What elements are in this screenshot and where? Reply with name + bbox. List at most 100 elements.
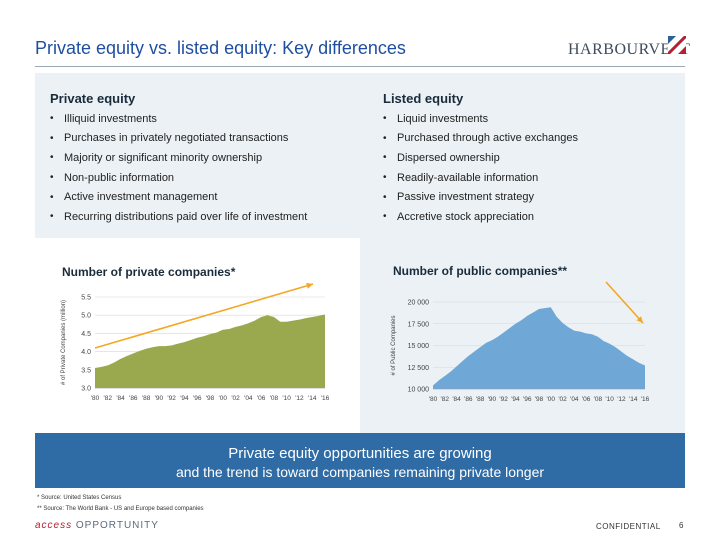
area-series <box>95 314 325 388</box>
bullet-icon: • <box>383 191 387 203</box>
list-item: • Non-public information <box>50 168 307 188</box>
x-tick-label: '14 <box>308 395 317 402</box>
y-tick-label: 5.0 <box>81 313 91 320</box>
harbourvest-logo: HARBOURVEST <box>568 36 691 62</box>
y-tick-label: 3.5 <box>81 367 91 374</box>
bullet-icon: • <box>50 191 54 203</box>
list-item: • Purchases in privately negotiated trans… <box>50 129 307 149</box>
y-axis-label: # of Public Companies <box>391 315 397 375</box>
bullet-icon: • <box>50 152 54 164</box>
x-tick-label: '94 <box>511 396 520 403</box>
private-companies-chart: 3.0 3.5 4.0 4.5 5.0 5.5 '80 '82'84 '86 '88 '90'92 '… <box>61 282 330 402</box>
x-tick-label: '82 <box>441 396 450 403</box>
x-tick-label: '16 <box>641 396 650 403</box>
x-tick-label: '80 <box>429 396 438 403</box>
public-chart-title: Number of public companies** <box>393 264 568 278</box>
list-item-text: Purchases in privately negotiated transa… <box>64 132 289 145</box>
list-item-text: Purchased through active exchanges <box>397 132 579 145</box>
tagline-access: access <box>35 520 73 531</box>
list-item: • Dispersed ownership <box>383 148 578 168</box>
list-item-text: Accretive stock appreciation <box>397 210 534 223</box>
bullet-icon: • <box>50 172 54 184</box>
list-item: • Purchased through active exchanges <box>383 129 578 149</box>
x-tick-label: '04 <box>570 396 579 403</box>
confidential-label: CONFIDENTIAL <box>596 522 661 531</box>
trend-arrow-line <box>94 283 314 349</box>
x-tick-label: '10 <box>282 395 291 402</box>
x-tick-label: '16 <box>321 395 330 402</box>
x-tick-label: '02 <box>558 396 567 403</box>
footnote-world-bank: ** Source: The World Bank - US and Europ… <box>37 506 204 512</box>
list-item-text: Active investment management <box>64 191 218 204</box>
page-number: 6 <box>679 521 684 530</box>
y-tick-label: 12 500 <box>408 365 430 372</box>
list-item: • Majority or significant minority owners… <box>50 148 307 168</box>
x-tick-label: '02 <box>231 395 240 402</box>
y-tick-label: 4.0 <box>81 349 91 356</box>
x-tick-label: '00 <box>219 395 228 402</box>
list-item: • Liquid investments <box>383 109 578 129</box>
listed-equity-heading: Listed equity <box>383 91 464 106</box>
x-tick-label: '08 <box>594 396 603 403</box>
x-tick-label: '12 <box>295 395 304 402</box>
bullet-icon: • <box>50 132 54 144</box>
bullet-icon: • <box>383 211 387 223</box>
y-tick-label: 10 000 <box>408 387 430 394</box>
x-tick-label: '80 <box>91 395 100 402</box>
x-tick-label: '90 <box>488 396 497 403</box>
x-tick-label: '06 <box>582 396 591 403</box>
x-tick-label: '04 <box>244 395 253 402</box>
list-item: • Passive investment strategy <box>383 187 578 207</box>
list-item: • Readily-available information <box>383 168 578 188</box>
x-tick-label: '88 <box>476 396 485 403</box>
list-item: • Recurring distributions paid over life … <box>50 207 307 227</box>
x-tick-label: '96 <box>193 395 202 402</box>
bullet-icon: • <box>383 172 387 184</box>
x-tick-label: '98 <box>535 396 544 403</box>
bullet-icon: • <box>383 152 387 164</box>
page-title: Private equity vs. listed equity: Key di… <box>35 38 406 58</box>
private-equity-heading: Private equity <box>50 91 136 106</box>
x-tick-label: '96 <box>523 396 532 403</box>
x-tick-label: '98 <box>206 395 215 402</box>
area-series <box>433 307 645 389</box>
bullet-icon: • <box>50 211 54 223</box>
y-tick-label: 15 000 <box>408 343 430 350</box>
trend-arrowhead-icon <box>636 316 643 323</box>
y-tick-label: 5.5 <box>81 295 91 302</box>
list-item: • Illiquid investments <box>50 109 307 129</box>
footnote-census: * Source: United States Census <box>37 495 122 501</box>
x-tick-label: '14 <box>629 396 638 403</box>
x-tick-label: '06 <box>257 395 266 402</box>
x-tick-label: '84 <box>452 396 461 403</box>
x-tick-label: '12 <box>617 396 626 403</box>
y-tick-label: 17 500 <box>408 321 430 328</box>
x-tick-label: '86 <box>129 395 138 402</box>
y-tick-label: 3.0 <box>81 386 91 393</box>
list-item-text: Readily-available information <box>397 171 539 184</box>
x-tick-label: '92 <box>499 396 508 403</box>
private-equity-list: • Illiquid investments • Purchases in priv… <box>50 109 307 227</box>
trend-arrowhead-icon <box>306 282 313 289</box>
x-tick-label: '10 <box>605 396 614 403</box>
access-opportunity-tagline: access OPPORTUNITY <box>35 520 159 531</box>
x-tick-label: '88 <box>142 395 151 402</box>
x-tick-label: '82 <box>104 395 113 402</box>
private-chart-title: Number of private companies* <box>62 265 236 279</box>
logo-flag-icon <box>668 36 686 54</box>
bullet-icon: • <box>383 113 387 125</box>
tagline-opportunity: OPPORTUNITY <box>75 520 159 531</box>
key-message-banner: Private equity opportunities are growing… <box>35 433 685 488</box>
list-item-text: Dispersed ownership <box>397 151 500 164</box>
list-item-text: Passive investment strategy <box>397 191 534 204</box>
y-tick-label: 4.5 <box>81 331 91 338</box>
logo-text: HARBOURVEST <box>568 41 691 58</box>
bullet-icon: • <box>383 132 387 144</box>
y-axis-label: # of Private Companies (million) <box>61 300 67 385</box>
list-item-text: Recurring distributions paid over life o… <box>64 210 308 223</box>
x-tick-label: '90 <box>155 395 164 402</box>
list-item-text: Non-public information <box>64 171 175 184</box>
banner-line-1: Private equity opportunities are growing <box>228 445 492 462</box>
x-tick-label: '94 <box>180 395 189 402</box>
banner-line-2: and the trend is toward companies remain… <box>175 464 545 480</box>
